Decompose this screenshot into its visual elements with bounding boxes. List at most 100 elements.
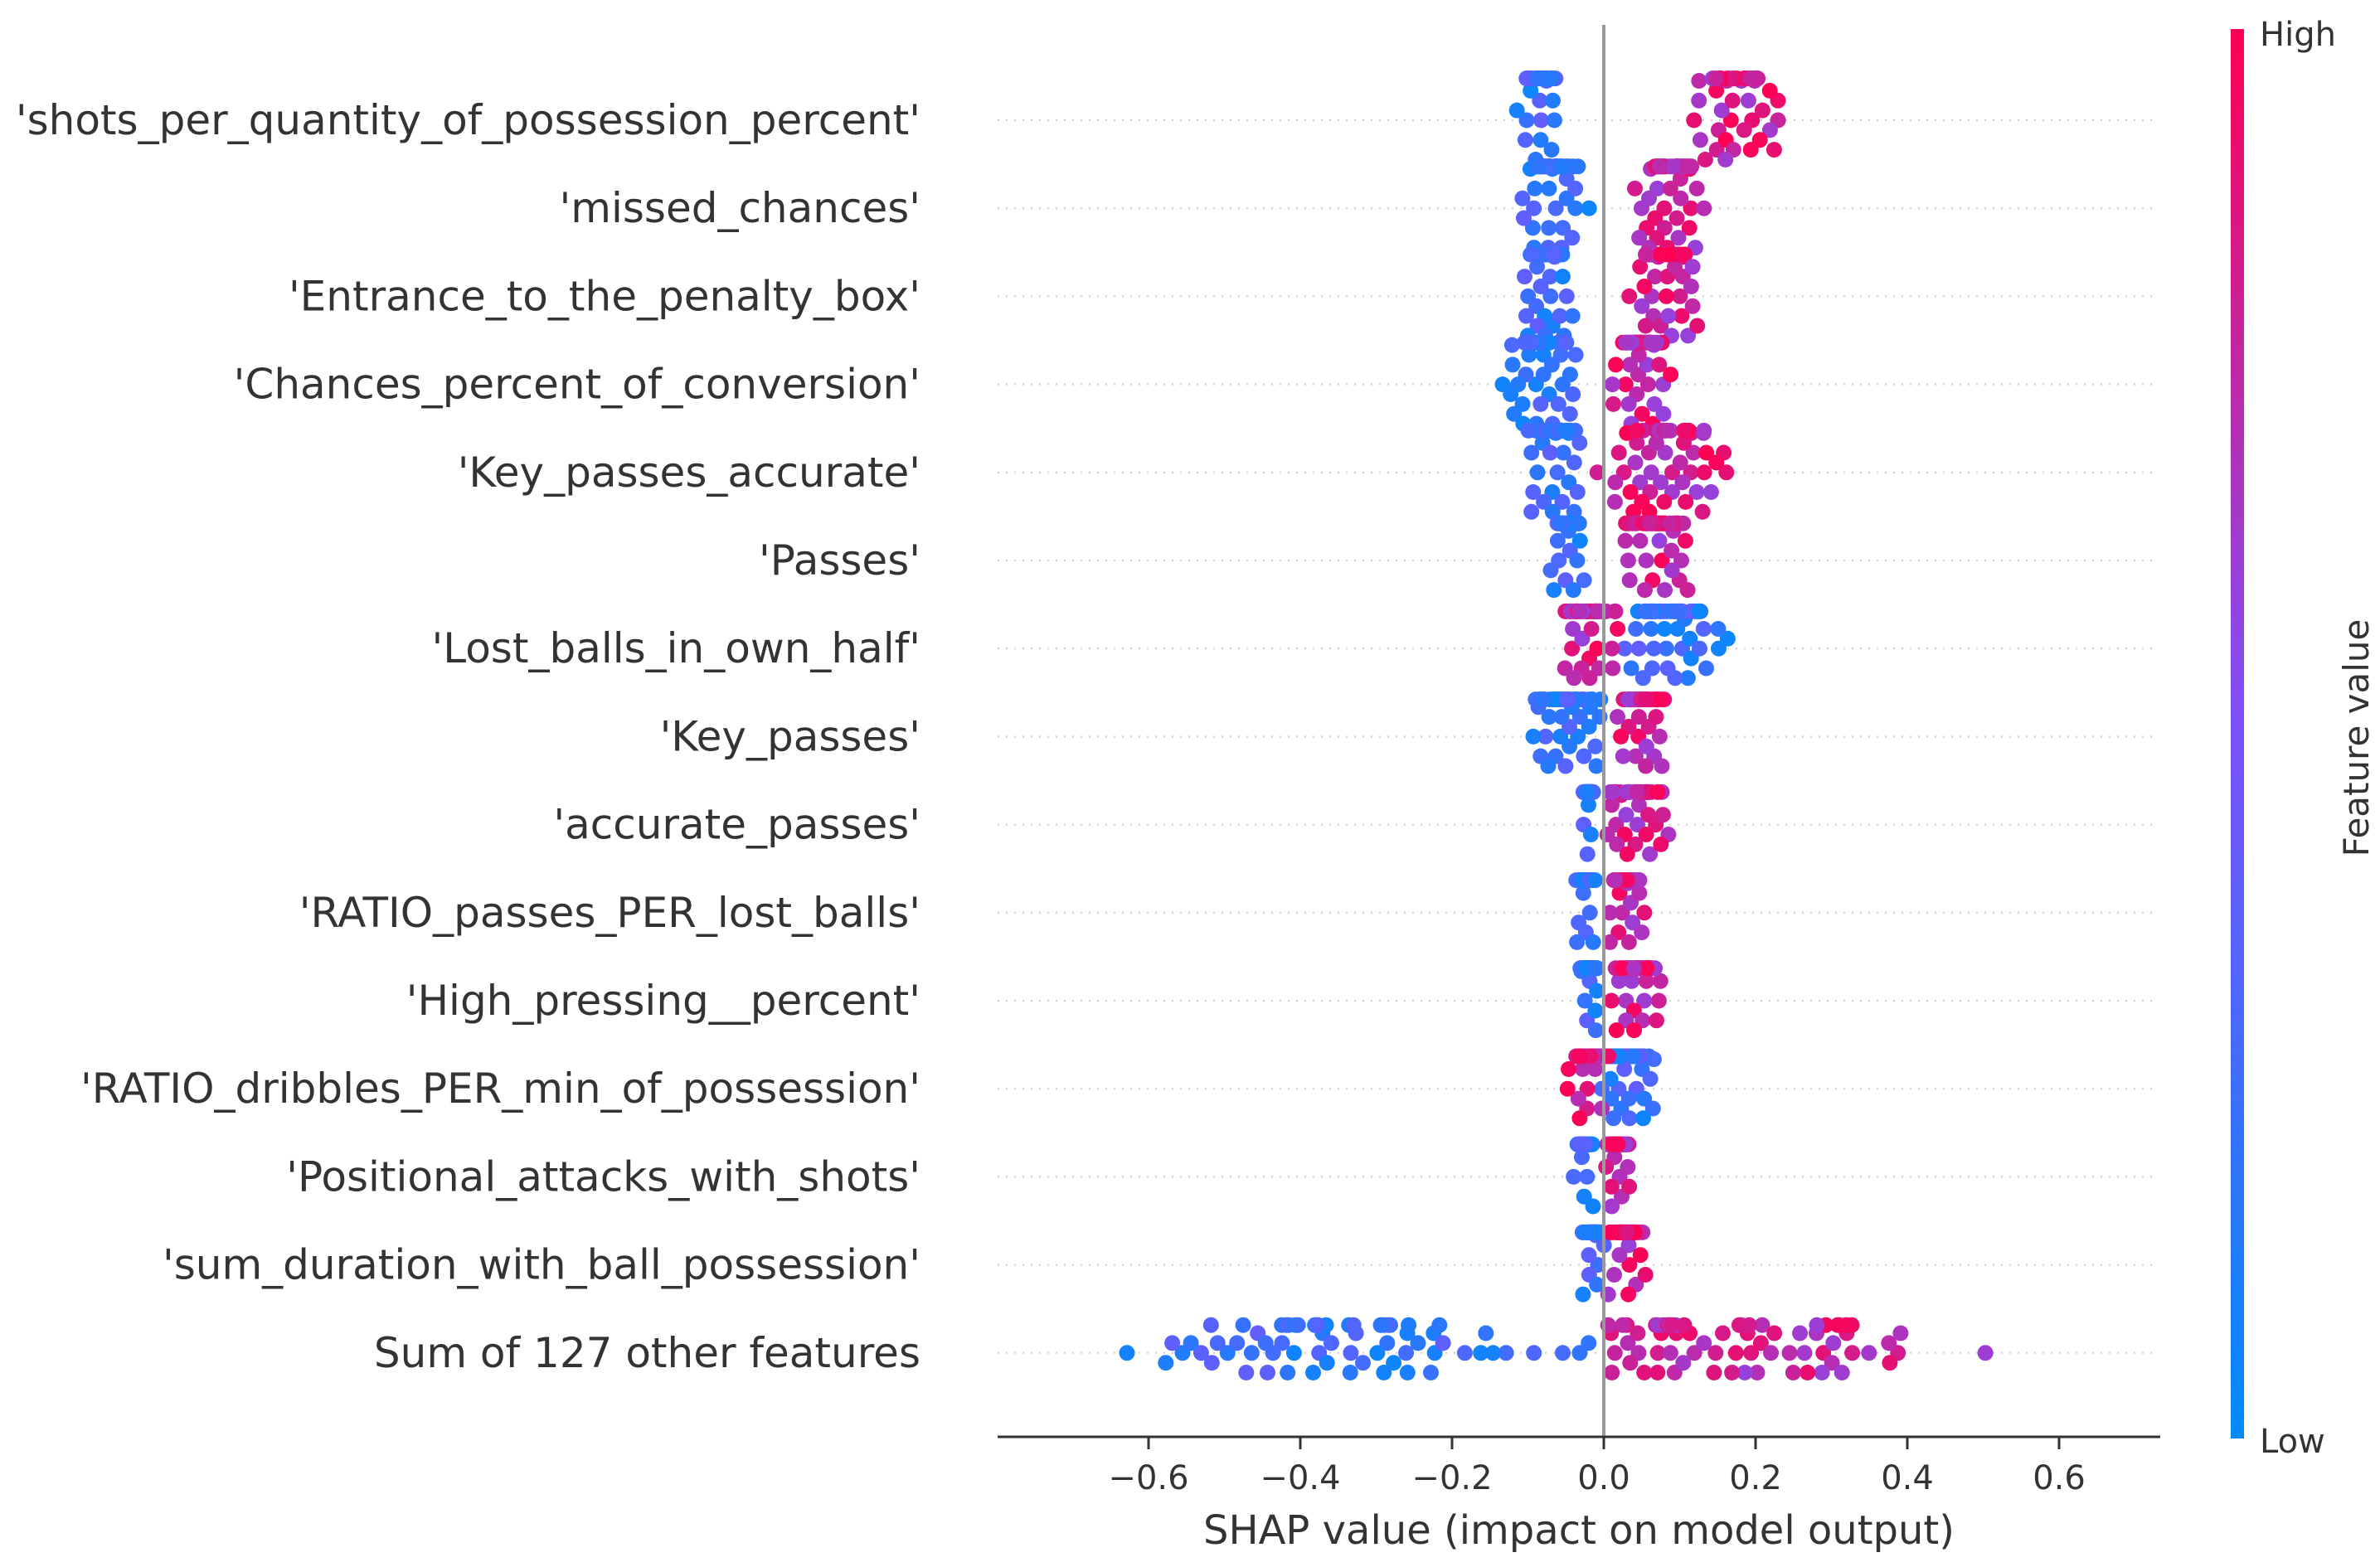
shap-point [1677, 532, 1693, 549]
shap-point [1610, 444, 1627, 461]
shap-point [1675, 1355, 1692, 1371]
shap-point [1598, 1159, 1615, 1175]
shap-point [1627, 748, 1644, 764]
shap-point [1881, 1335, 1897, 1351]
shap-point [1624, 973, 1640, 989]
feature-label: 'Lost_balls_in_own_half' [431, 624, 920, 672]
shap-point [1603, 1090, 1620, 1107]
shap-point [1642, 334, 1659, 351]
shap-point [1379, 1335, 1396, 1351]
shap-point [1547, 691, 1563, 708]
shap-point [1473, 1345, 1489, 1361]
shap-point [1658, 640, 1674, 657]
shap-point [1615, 960, 1631, 977]
x-tick-label: 0.4 [1881, 1459, 1934, 1497]
shap-point [1582, 827, 1599, 842]
feature-label: 'Key_passes' [660, 712, 920, 760]
shap-point [1649, 1345, 1666, 1361]
shap-point [1640, 807, 1657, 823]
shap-point [1634, 924, 1650, 941]
shap-point [1629, 434, 1645, 451]
feature-label: 'accurate_passes' [553, 801, 920, 849]
shap-point [1401, 1317, 1417, 1333]
shap-point [1552, 515, 1568, 531]
shap-point [1621, 1110, 1638, 1127]
shap-point [1676, 422, 1692, 439]
shap-point [1662, 180, 1678, 196]
shap-point [1508, 102, 1525, 119]
shap-point [1588, 758, 1605, 774]
feature-label: 'High_pressing__percent' [406, 977, 920, 1025]
shap-point [1604, 797, 1620, 813]
shap-point [1529, 464, 1546, 481]
shap-point [1622, 1355, 1639, 1371]
shap-point [1632, 1247, 1649, 1264]
shap-point [1685, 444, 1702, 461]
shap-point [1657, 582, 1673, 599]
shap-point [1550, 395, 1566, 412]
feature-label: 'shots_per_quantity_of_possession_percen… [16, 96, 920, 144]
shap-point [1707, 1345, 1724, 1361]
shap-point [1630, 709, 1647, 725]
shap-point [1648, 709, 1664, 725]
shap-point [1571, 1048, 1588, 1065]
shap-point [1638, 552, 1654, 569]
shap-point [1410, 1335, 1426, 1351]
shap-point [1567, 347, 1584, 363]
shap-point [1696, 464, 1712, 481]
shap-point [1725, 70, 1741, 87]
shap-point [1585, 1198, 1601, 1215]
shap-point [1672, 171, 1688, 187]
shap-point [1560, 691, 1576, 708]
shap-point [1562, 405, 1578, 422]
shap-point [1655, 405, 1672, 422]
shap-point [1691, 603, 1707, 619]
shap-point [1566, 1168, 1582, 1185]
shap-point [1583, 621, 1600, 637]
shap-point [1673, 552, 1689, 569]
shap-point [1617, 532, 1634, 549]
shap-point [1627, 454, 1644, 471]
shap-point [1637, 1267, 1654, 1283]
shap-point [1552, 308, 1568, 324]
shap-point [1649, 1365, 1666, 1380]
shap-point [1599, 827, 1615, 842]
shap-point [1651, 357, 1668, 373]
feature-label: 'Chances_percent_of_conversion' [234, 361, 920, 409]
shap-point [1625, 1048, 1642, 1065]
shap-point [1601, 934, 1618, 950]
shap-point [1323, 1335, 1339, 1351]
shap-point [1431, 1317, 1448, 1333]
shap-point [1642, 1070, 1659, 1087]
shap-point [1372, 1317, 1389, 1333]
shap-point [1882, 1355, 1898, 1371]
shap-point [1649, 1012, 1664, 1029]
shap-point [1708, 454, 1725, 471]
shap-point [1575, 1286, 1591, 1303]
shap-point [1696, 422, 1712, 439]
shap-point [1680, 327, 1697, 344]
shap-point [1319, 1355, 1335, 1371]
shap-point [1602, 784, 1619, 800]
shap-point [1565, 386, 1581, 402]
shap-point [1654, 552, 1670, 569]
shap-point [1561, 1061, 1576, 1077]
shap-point [1285, 1345, 1302, 1361]
shap-point [1589, 1276, 1605, 1293]
shap-point [1523, 82, 1539, 99]
shap-point [1594, 1100, 1610, 1117]
shap-point [1518, 70, 1535, 87]
shap-point [1678, 493, 1694, 510]
shap-point [1564, 230, 1581, 246]
shap-point [1532, 112, 1549, 129]
shap-point [1305, 1365, 1321, 1380]
shap-point [1636, 603, 1653, 619]
shap-point [1183, 1335, 1199, 1351]
shap-point [1575, 1061, 1591, 1077]
shap-point [1658, 288, 1674, 304]
shap-point [1754, 1317, 1770, 1333]
shap-point [1557, 334, 1573, 351]
shap-point [1581, 670, 1598, 686]
shap-point [1589, 1224, 1605, 1240]
